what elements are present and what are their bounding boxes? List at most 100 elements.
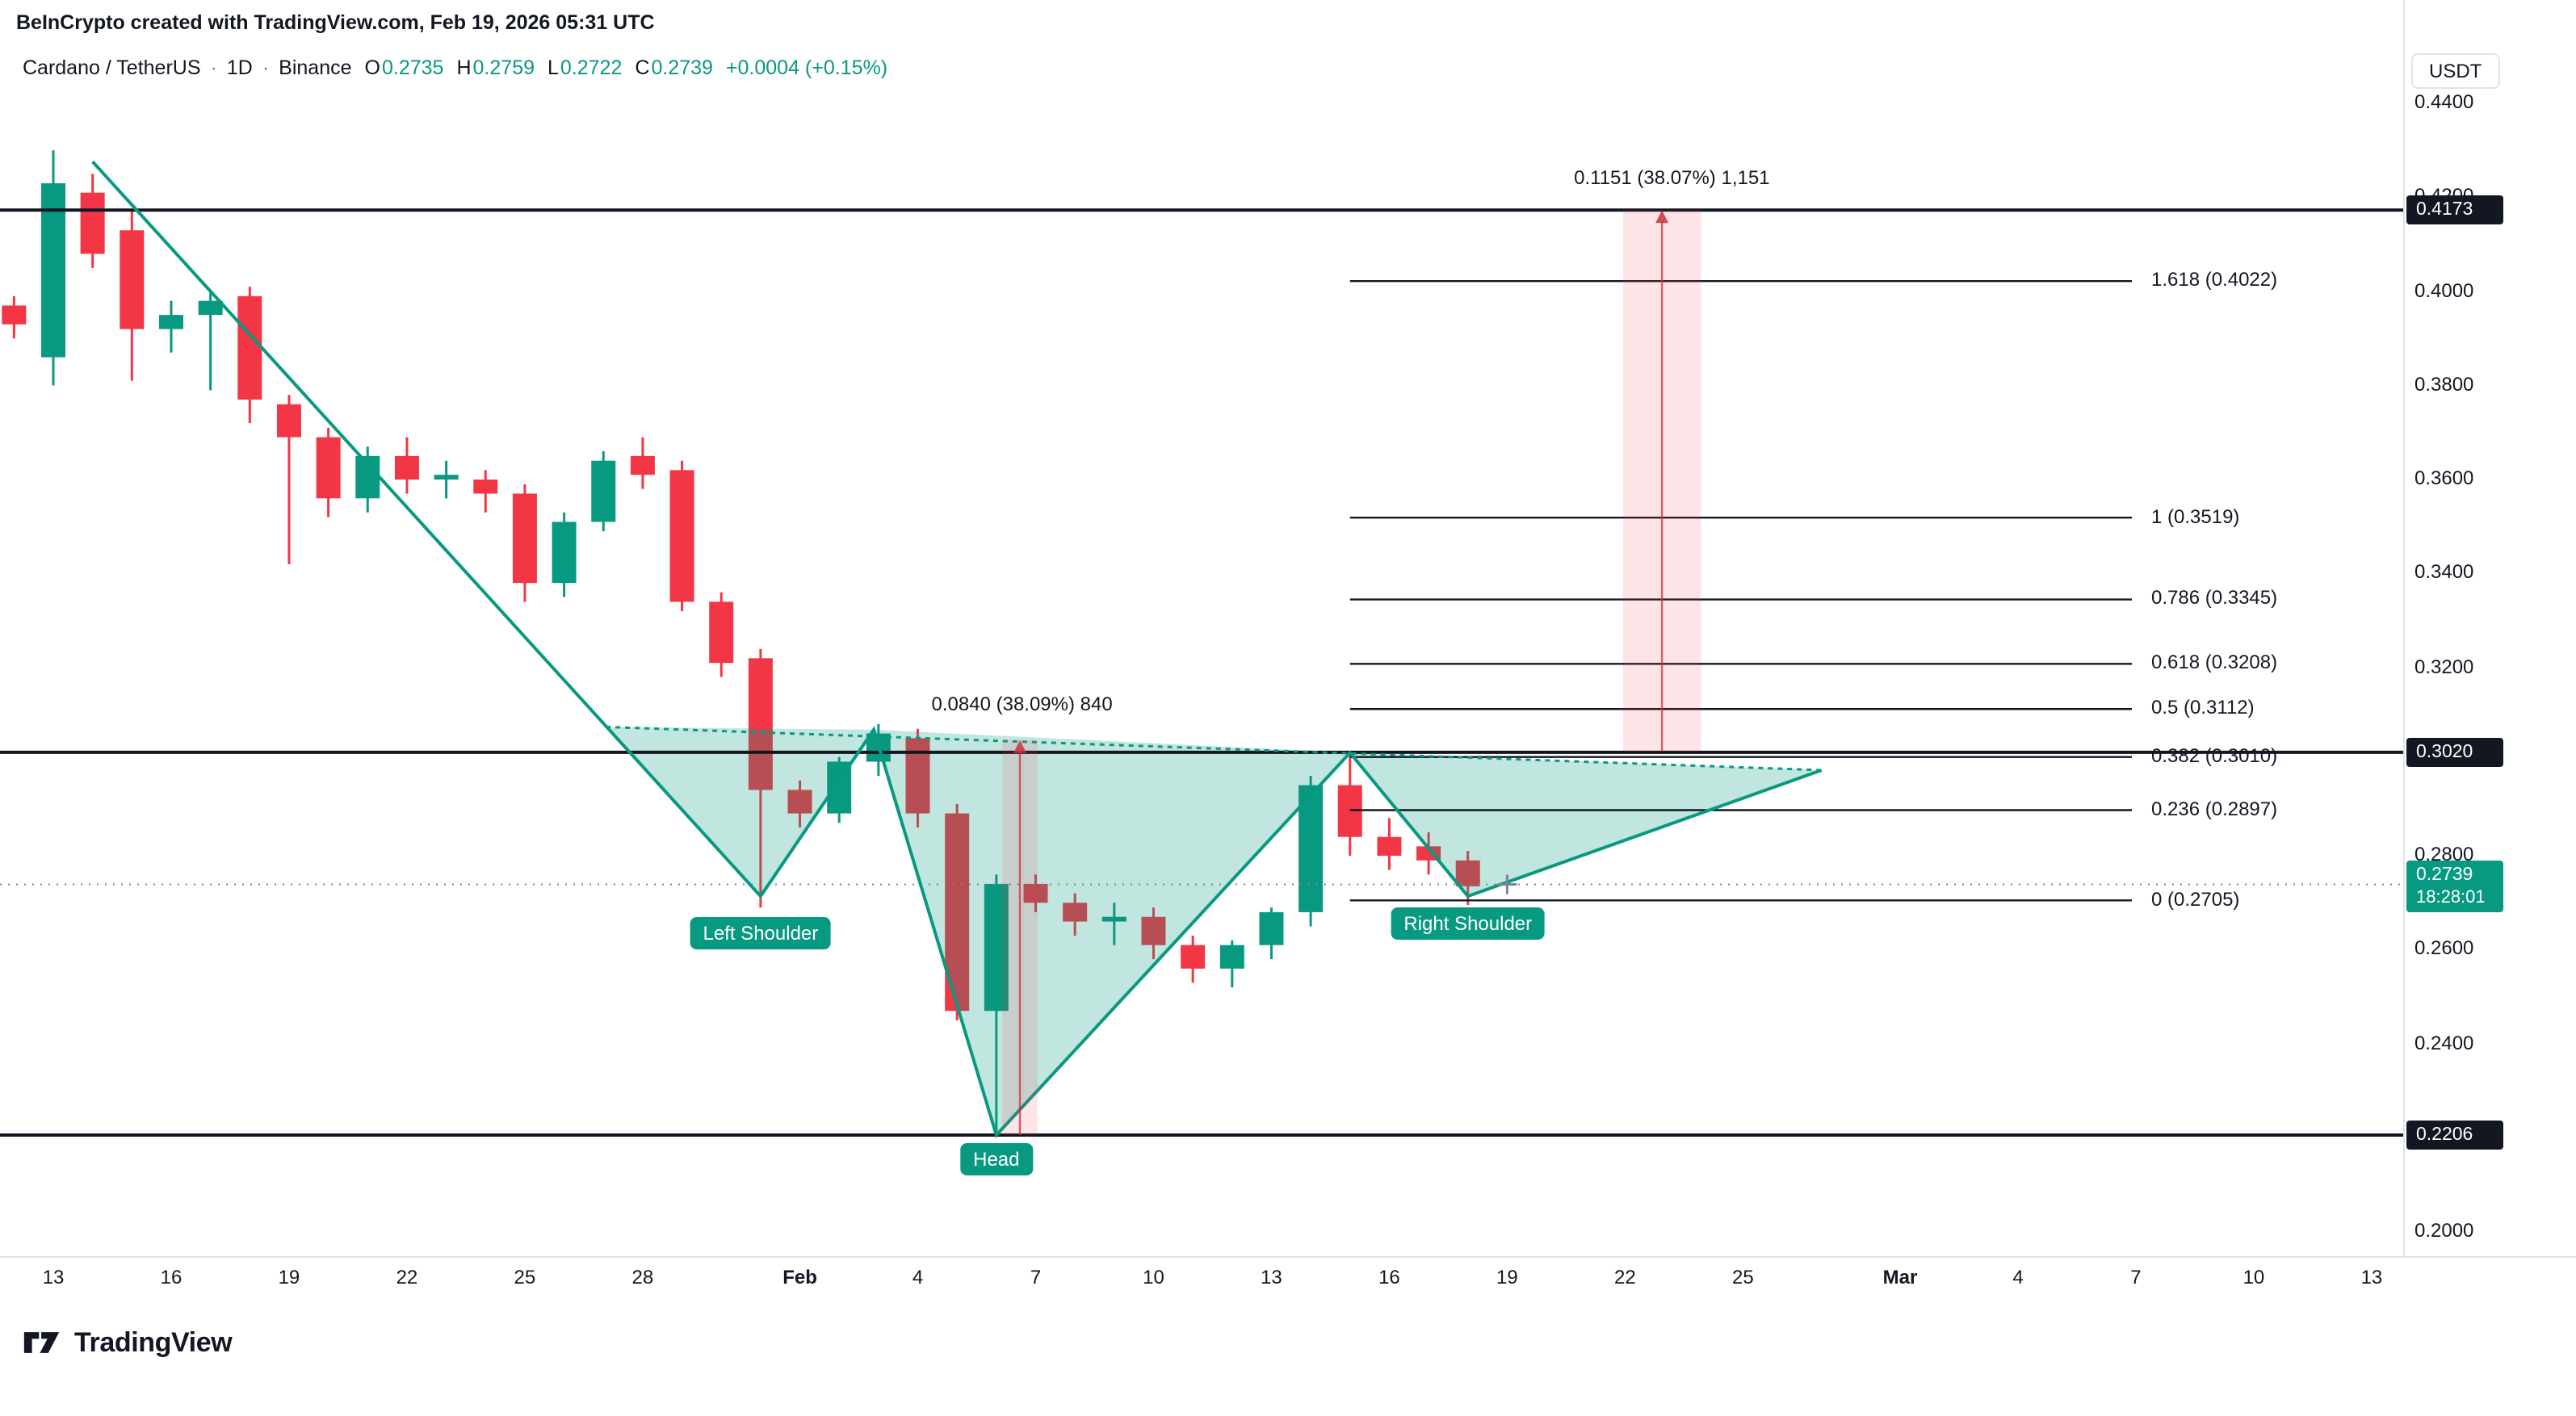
fib-level-label: 0.236 (0.2897) [2151,797,2278,820]
candle-body-down [316,437,341,499]
watermark-credit: BeInCrypto created with TradingView.com,… [16,11,655,34]
candle-body-up [552,522,577,584]
candle-body-up [158,315,183,329]
currency-toggle-button[interactable]: USDT [2411,53,2500,89]
tradingview-logo-text: TradingView [74,1326,233,1357]
time-tick-label: 13 [42,1266,65,1288]
symbol-name[interactable]: Cardano / TetherUS [23,57,201,79]
candle-body-up [1101,916,1126,922]
price-change: +0.0004 (+0.15%) [725,57,888,79]
interval-label[interactable]: 1D [226,57,253,79]
time-tick-label: 22 [396,1266,418,1288]
candle-body-down [709,601,734,664]
time-tick-label: 25 [1732,1266,1754,1288]
badge-price-value: 0.4173 [2416,200,2473,220]
candle-body-down [276,404,301,438]
candle-body-down [80,192,105,254]
price-axis-badge: 0.3020 [2406,737,2503,767]
measurement-label: 0.1151 (38.07%) 1,151 [1574,165,1770,189]
time-tick-label: 13 [2360,1266,2383,1288]
price-axis-badge: 0.2739 18:28:01 [2406,860,2503,912]
badge-price-value: 0.2206 [2416,1125,2473,1145]
fib-level-label: 1.618 (0.4022) [2151,268,2278,291]
candle-body-down [473,480,498,494]
badge-countdown: 18:28:01 [2416,887,2486,907]
candle-body-up [41,183,65,358]
tradingview-logo[interactable]: TradingView [23,1326,233,1359]
candle-body-down [120,230,145,329]
badge-price-value: 0.3020 [2416,742,2473,762]
low-value: 0.2722 [560,57,623,79]
measurement-label: 0.0840 (38.09%) 840 [931,693,1113,716]
time-axis[interactable] [0,1258,2576,1313]
fib-level-label: 0.786 (0.3345) [2151,586,2278,610]
high-label: H [456,57,472,79]
fib-level-label: 0 (0.2705) [2151,887,2240,911]
time-tick-label: 16 [1378,1266,1400,1288]
price-tick-label: 0.3200 [2414,655,2474,677]
candle-body-up [198,300,223,316]
measurement-arrowhead [1013,739,1027,753]
badge-price-value: 0.2739 [2416,865,2473,885]
time-tick-label: 25 [514,1266,536,1288]
fib-level-label: 0.5 (0.3112) [2151,696,2255,719]
candle-body-down [1455,860,1480,886]
candle-body-up [984,883,1009,1012]
candle-body-down [1063,903,1088,922]
candle-body-up [434,475,459,480]
exchange-label[interactable]: Binance [279,57,352,79]
pattern-label-right-shoulder: Right Shoulder [1391,907,1546,940]
price-axis-badge: 0.2206 [2406,1121,2503,1150]
separator: · [210,57,217,79]
candle-body-up [1219,945,1244,969]
price-tick-label: 0.4400 [2414,90,2474,113]
low-label: L [548,57,559,79]
close-value: 0.2739 [651,57,713,79]
candle-body-down [394,455,419,480]
pattern-shaded-area [606,727,875,897]
time-axis-separator [0,1256,2576,1258]
candle-body-down [1141,916,1166,945]
time-tick-label: 13 [1261,1266,1282,1288]
time-tick-label: 19 [1496,1266,1518,1288]
time-tick-label: 19 [278,1266,300,1288]
fib-level-label: 0.618 (0.3208) [2151,651,2278,674]
price-axis-badge: 0.4173 [2406,195,2503,225]
price-tick-label: 0.3400 [2414,560,2474,584]
price-tick-label: 0.2000 [2414,1219,2474,1242]
pattern-shaded-area [1349,752,1822,897]
pattern-label-left-shoulder: Left Shoulder [690,917,832,950]
price-tick-label: 0.3800 [2414,372,2474,396]
time-tick-label: 10 [1143,1266,1164,1288]
high-value: 0.2759 [472,57,535,79]
time-tick-label: Mar [1882,1266,1918,1288]
open-value: 0.2735 [382,57,444,79]
close-label: C [635,57,650,79]
pattern-label-head: Head [960,1143,1033,1176]
price-axis-separator [2403,0,2405,1256]
fib-level-label: 1 (0.3519) [2151,505,2240,528]
candle-body-down [787,790,812,814]
open-label: O [364,57,380,79]
pattern-shaded-area [874,729,1350,1136]
price-tick-label: 0.2400 [2414,1031,2474,1054]
price-tick-label: 0.4000 [2414,279,2474,301]
time-tick-label: 4 [2012,1266,2024,1288]
time-tick-label: 7 [2130,1266,2142,1288]
candle-body-down [1377,836,1402,856]
candle-body-down [237,295,262,400]
candle-body-down [1023,883,1048,903]
time-tick-label: Feb [782,1266,817,1288]
time-tick-label: 7 [1030,1266,1042,1288]
separator: · [262,57,270,79]
candle-body-down [2,305,27,325]
measurement-arrowhead [1655,210,1669,224]
candle-body-up [591,460,616,522]
candle-body-up [1298,785,1324,912]
symbol-info-bar: Cardano / TetherUS · 1D · Binance O 0.27… [23,57,887,79]
candle-body-down [748,658,773,790]
candle-body-down [630,455,655,475]
candle-body-down [669,470,694,602]
time-tick-label: 4 [912,1266,924,1288]
